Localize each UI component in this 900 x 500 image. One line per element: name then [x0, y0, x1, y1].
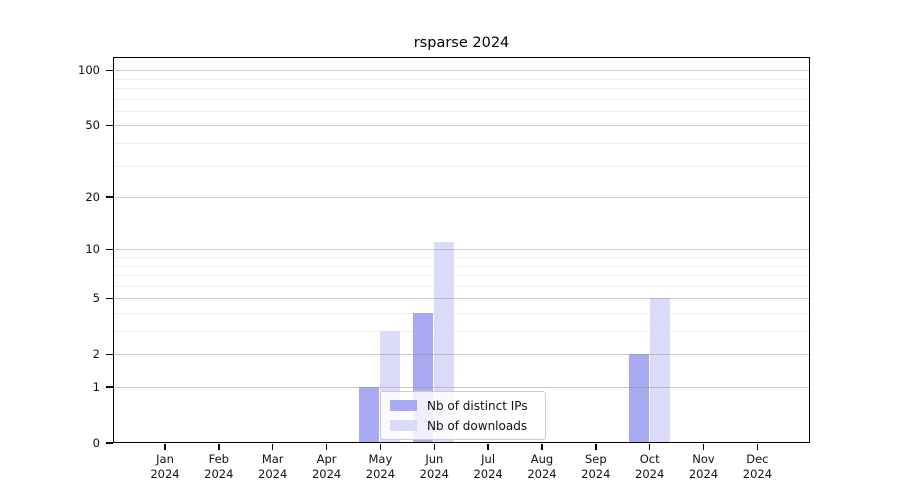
y-tick: [106, 69, 113, 71]
gridline-major: [113, 197, 810, 199]
x-tick-label: Nov 2024: [688, 452, 719, 481]
y-tick-label: 5: [92, 291, 100, 306]
gridline-major: [113, 298, 810, 300]
x-tick-label: Jun 2024: [419, 452, 449, 481]
x-tick-label: Dec 2024: [742, 452, 773, 481]
x-tick: [218, 444, 220, 450]
gridline-major: [113, 125, 810, 127]
y-tick: [106, 442, 113, 444]
gridline-minor: [113, 111, 810, 112]
bar-downloads-oct: [649, 298, 670, 443]
y-tick-label: 1: [92, 380, 100, 394]
y-tick-label: 0: [92, 436, 100, 450]
legend-row: Nb of downloads: [390, 417, 536, 434]
gridline-major: [113, 70, 810, 72]
y-tick-label: 50: [85, 118, 100, 133]
y-tick: [106, 196, 113, 198]
x-tick-label: Jul 2024: [473, 452, 503, 481]
gridline-major: [113, 387, 810, 388]
y-tick-label: 10: [85, 242, 100, 257]
x-tick: [271, 444, 274, 450]
y-tick: [106, 353, 113, 355]
y-tick-label: 20: [85, 190, 100, 205]
y-tick: [106, 386, 113, 388]
y-tick: [106, 248, 113, 251]
gridline-minor: [113, 285, 810, 287]
gridline-major: [113, 354, 810, 356]
y-tick: [106, 297, 113, 299]
chart-title: rsparse 2024: [413, 35, 510, 51]
x-tick-label: Oct 2024: [635, 452, 665, 481]
x-tick: [433, 444, 435, 450]
gridline-major: [113, 249, 810, 251]
legend-swatch-icon: [390, 420, 417, 431]
x-tick-label: Mar 2024: [258, 452, 288, 481]
gridline-minor: [113, 78, 810, 80]
y-tick-label: 100: [78, 63, 100, 78]
legend-label: Nb of downloads: [427, 418, 528, 433]
x-tick: [756, 444, 759, 450]
x-tick: [164, 444, 166, 450]
legend-swatch-icon: [390, 400, 417, 411]
gridline-minor: [113, 265, 810, 267]
x-tick-label: Jan 2024: [150, 452, 180, 481]
gridline-minor: [113, 98, 810, 100]
gridline-minor: [113, 257, 810, 258]
gridline-minor: [113, 331, 810, 332]
bar-distinct-ips-may: [359, 387, 380, 443]
y-tick-label: 2: [92, 347, 100, 362]
x-tick-label: Aug 2024: [527, 452, 557, 481]
gridline-minor: [113, 165, 810, 167]
x-tick: [702, 444, 705, 450]
x-tick: [541, 444, 543, 450]
x-tick-label: Feb 2024: [204, 452, 234, 481]
x-tick: [325, 444, 328, 450]
x-tick-label: Sep 2024: [581, 452, 611, 481]
legend: Nb of distinct IPs Nb of downloads: [380, 391, 546, 440]
x-tick: [379, 444, 382, 450]
bar-distinct-ips-oct: [628, 354, 649, 443]
x-tick: [595, 444, 597, 450]
legend-row: Nb of distinct IPs: [390, 397, 536, 414]
gridline-minor: [113, 275, 810, 276]
x-tick: [487, 444, 489, 450]
gridline-minor: [113, 313, 810, 314]
x-tick-label: May 2024: [365, 452, 396, 481]
y-tick: [106, 124, 113, 127]
x-tick-label: Apr 2024: [311, 452, 342, 481]
gridline-minor: [113, 88, 810, 90]
gridline-minor: [113, 143, 810, 145]
legend-label: Nb of distinct IPs: [427, 398, 528, 413]
x-tick: [648, 444, 651, 450]
